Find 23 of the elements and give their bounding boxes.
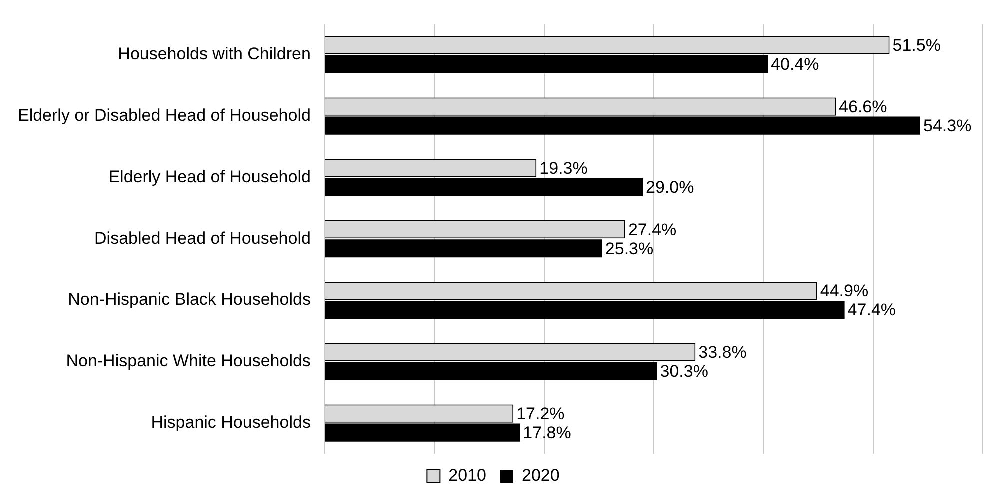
y-tick-label: Non-Hispanic White Households xyxy=(66,352,311,371)
data-label: 51.5% xyxy=(892,36,941,56)
data-label: 17.2% xyxy=(516,404,565,424)
data-label: 46.6% xyxy=(839,97,888,116)
y-tick-label: Disabled Head of Household xyxy=(94,228,311,248)
data-label: 44.9% xyxy=(820,282,869,301)
data-label: 40.4% xyxy=(771,55,820,74)
data-label: 27.4% xyxy=(628,220,677,240)
y-tick-label: Elderly or Disabled Head of Household xyxy=(18,106,311,125)
data-label: 30.3% xyxy=(660,362,708,382)
legend-label: 2010 xyxy=(448,466,487,486)
data-label: 47.4% xyxy=(848,300,896,320)
legend-label: 2020 xyxy=(522,466,560,486)
y-tick-label: Non-Hispanic Black Households xyxy=(68,290,311,310)
y-tick-label: Elderly Head of Household xyxy=(108,167,311,186)
y-tick-label: Households with Children xyxy=(118,44,311,64)
data-label: 54.3% xyxy=(923,116,972,136)
data-label: 33.8% xyxy=(698,343,747,362)
y-tick-label: Hispanic Households xyxy=(151,412,311,432)
data-label: 29.0% xyxy=(646,178,694,197)
data-label: 19.3% xyxy=(540,158,588,178)
data-label: 25.3% xyxy=(605,239,654,258)
data-label: 17.8% xyxy=(523,424,572,443)
